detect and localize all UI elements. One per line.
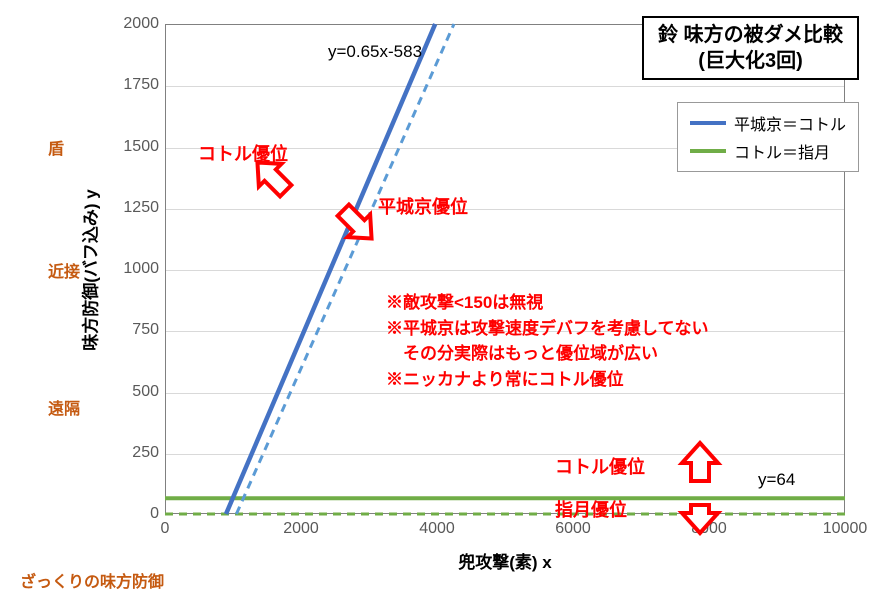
anno-kotoru-top: コトル優位 [198, 140, 288, 166]
xtick-8000: 8000 [679, 520, 739, 538]
gridline-h [166, 86, 844, 87]
eq-label-blue: y=0.65x-583 [328, 42, 422, 62]
chart-title-line2: (巨大化3回) [658, 48, 843, 74]
ytick-500: 500 [109, 383, 159, 401]
note-line-4: ※ニッカナより常にコトル優位 [386, 367, 709, 393]
chart-title-line1: 鈴 味方の被ダメ比較 [658, 22, 843, 48]
side-label-melee: 近接 [48, 258, 80, 282]
note-line-1: ※敵攻撃<150は無視 [386, 290, 709, 316]
legend-swatch-0 [690, 121, 726, 125]
anno-heijokyo: 平城京優位 [378, 193, 468, 219]
gridline-h [166, 270, 844, 271]
note-line-3: その分実際はもっと優位域が広い [386, 341, 709, 367]
ytick-1750: 1750 [109, 76, 159, 94]
notes-block: ※敵攻撃<150は無視 ※平城京は攻撃速度デバフを考慮してない その分実際はもっ… [386, 290, 709, 392]
ytick-250: 250 [109, 444, 159, 462]
ytick-1500: 1500 [109, 138, 159, 156]
gridline-h [166, 393, 844, 394]
gridline-h [166, 209, 844, 210]
xtick-10000: 10000 [815, 520, 875, 538]
chart-container: 0 250 500 750 1000 1250 1500 1750 2000 0… [0, 0, 879, 594]
side-label-approx: ざっくりの味方防御 [20, 568, 164, 592]
xtick-2000: 2000 [271, 520, 331, 538]
eq-label-green: y=64 [758, 470, 795, 490]
xtick-4000: 4000 [407, 520, 467, 538]
legend-swatch-1 [690, 149, 726, 153]
ytick-1000: 1000 [109, 260, 159, 278]
legend-label-1: コトル＝指月 [734, 139, 830, 163]
legend-item-0: 平城京＝コトル [690, 109, 846, 137]
xtick-0: 0 [135, 520, 195, 538]
chart-title-box: 鈴 味方の被ダメ比較 (巨大化3回) [642, 16, 859, 80]
side-label-shield: 盾 [48, 135, 64, 159]
legend-box: 平城京＝コトル コトル＝指月 [677, 102, 859, 172]
xtick-6000: 6000 [543, 520, 603, 538]
note-line-2: ※平城京は攻撃速度デバフを考慮してない [386, 316, 709, 342]
side-label-ranged: 遠隔 [48, 395, 80, 419]
gridline-h [166, 454, 844, 455]
plot-area [165, 24, 845, 514]
ytick-750: 750 [109, 321, 159, 339]
anno-kotoru-bottom: コトル優位 [555, 453, 645, 479]
legend-item-1: コトル＝指月 [690, 137, 846, 165]
x-axis-title: 兜攻撃(素) x [165, 548, 845, 573]
ytick-2000: 2000 [109, 15, 159, 33]
legend-label-0: 平城京＝コトル [734, 111, 846, 135]
anno-shigetsu: 指月優位 [555, 496, 627, 522]
ytick-1250: 1250 [109, 199, 159, 217]
